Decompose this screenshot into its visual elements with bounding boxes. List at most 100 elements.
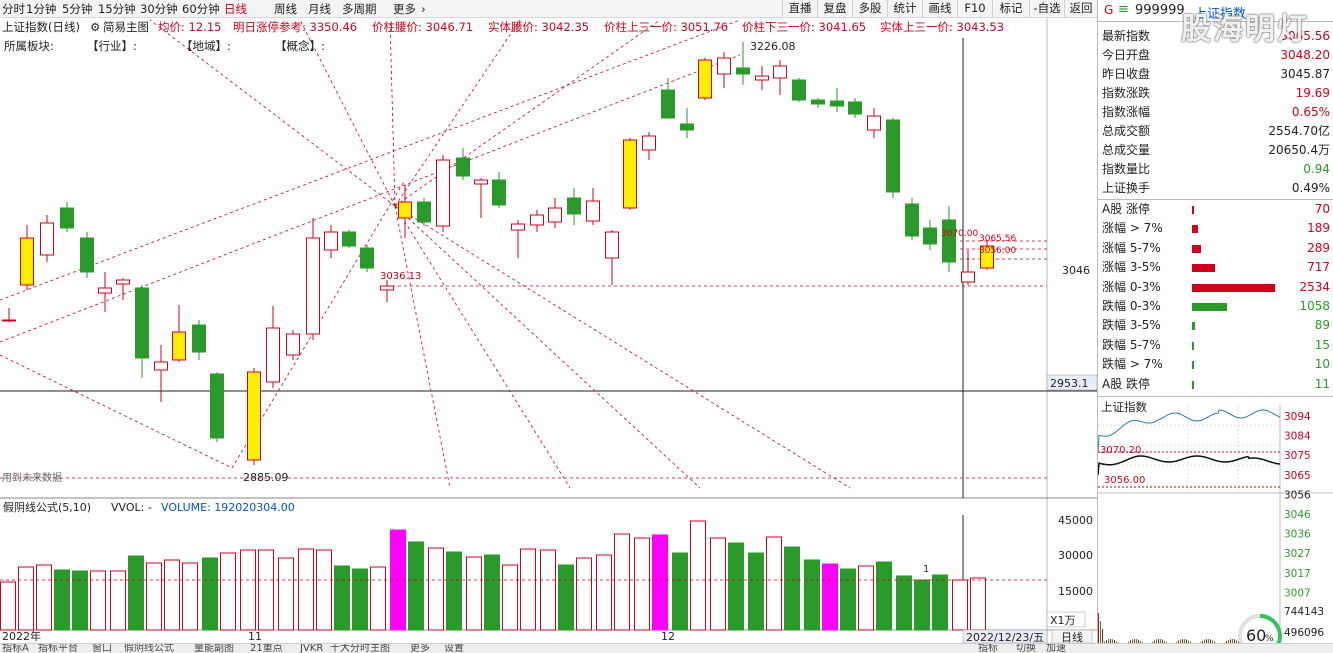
volume-bar (36, 564, 52, 631)
volume-bars (0, 520, 986, 631)
volume-bar (748, 552, 764, 631)
breadth-label: A股 涨停 (1102, 202, 1151, 216)
kline-chart[interactable]: 3226.08 2885.09 3036.13 3070.00 3065.56 … (0, 0, 1097, 653)
volume-bar (840, 568, 856, 631)
toolbar-button-1[interactable]: 复盘 (817, 0, 852, 18)
candle-body (867, 115, 881, 131)
breadth-row: A股 跌停 11 (1098, 375, 1333, 394)
stat-label: 昨日收盘 (1102, 67, 1151, 81)
bottom-tab-0[interactable]: 指标A (2, 643, 29, 653)
breadth-value: 289 (1307, 240, 1330, 255)
volume-bar (728, 542, 744, 631)
toolbar-button-2[interactable]: 多股 (852, 0, 887, 18)
toolbar-button-5[interactable]: F10 (957, 0, 992, 18)
breadth-label: 跌幅 5-7% (1102, 337, 1161, 352)
period-button[interactable]: 日线 (1061, 630, 1083, 644)
period-month-tab[interactable]: 月线 (308, 2, 331, 16)
concept-label[interactable]: 【概念】: (275, 39, 325, 53)
period-60min-tab[interactable]: 60分钟 (182, 2, 220, 16)
bottom-tab-bar: 指标A 指标平台 窗口 假阴线公式 量能副图 21重点 JVKR 十大分时主图 更多 设置 指标 切换… (0, 643, 1333, 653)
volume-bar (858, 565, 874, 631)
volume-bar (558, 564, 574, 631)
gear-icon[interactable]: ⚙ (90, 20, 101, 34)
stat-label: 指数量比 (1102, 162, 1151, 176)
breadth-label: 涨幅 5-7% (1102, 240, 1161, 255)
period-5min-tab[interactable]: 5分钟 (62, 2, 93, 16)
volume-bar (316, 549, 332, 631)
volume-bar (596, 554, 612, 631)
industry-label[interactable]: 【行业】: (87, 39, 137, 53)
menu-icon[interactable]: ≡ (1118, 2, 1129, 17)
period-multi-tab[interactable]: 多周期 (342, 2, 377, 16)
code-prefix: G (1104, 3, 1114, 17)
candle-body (905, 203, 919, 237)
volume-bar (90, 570, 106, 631)
mini-axis-label: 3056 (1284, 489, 1311, 501)
stat-value: 3048.20 (1280, 48, 1330, 62)
volume-bar (128, 555, 144, 631)
breadth-label: A股 跌停 (1102, 376, 1151, 391)
volume-title: 假阴线公式(5,10) (3, 500, 91, 514)
future-data-label: 用到未来数据 (2, 471, 62, 484)
index-name: 上证指数(日线) (2, 20, 80, 34)
bottom-tab-3[interactable]: 假阴线公式 (124, 643, 174, 653)
breadth-label: 跌幅 > 7% (1102, 357, 1163, 372)
bottom-tab-8[interactable]: 更多 (410, 643, 430, 653)
volume-bar (784, 546, 800, 631)
mid-price-label: 3036.13 (380, 271, 421, 282)
toolbar-button-4[interactable]: 画线 (922, 0, 957, 18)
bottom-right-tab-0[interactable]: 指标 (978, 643, 998, 653)
mini-avg-line (1098, 455, 1280, 476)
bottom-tab-9[interactable]: 设置 (444, 643, 464, 653)
period-week-tab[interactable]: 周线 (274, 2, 297, 16)
bottom-right-tab-1[interactable]: 切换 (1016, 643, 1036, 653)
period-min-tab[interactable]: 分时 (2, 2, 25, 16)
volume-bar (446, 551, 462, 631)
candle-body (172, 331, 186, 361)
bottom-tab-7[interactable]: 十大分时主图 (330, 643, 390, 653)
bottom-tab-4[interactable]: 量能副图 (194, 643, 234, 653)
candle-body (342, 231, 356, 247)
body-waist-price: 价柱腰价: 3046.71 (372, 20, 474, 34)
period-more-tab[interactable]: 更多 (393, 2, 416, 16)
candle-body (642, 135, 656, 151)
period-day-tab[interactable]: 日线 (224, 2, 247, 16)
region-label[interactable]: 【地域】: (181, 39, 231, 53)
volume-bar (182, 562, 198, 631)
chevron-right-icon[interactable]: › (421, 2, 426, 16)
mini-chart-title: 上证指数 (1101, 400, 1147, 414)
candle-body (848, 101, 862, 115)
bottom-tab-1[interactable]: 指标平台 (38, 643, 78, 653)
current-date: 2022/12/23/五 (966, 631, 1044, 644)
mini-intraday-chart[interactable]: 3070.20 3056.00 3094 3084 3075 3065 3056 3046 30… (1098, 405, 1333, 653)
candle-body (210, 373, 224, 439)
toolbar-button-7[interactable]: -自选 (1029, 0, 1064, 18)
bottom-tab-2[interactable]: 窗口 (92, 643, 112, 653)
period-1min-tab[interactable]: 1分钟 (26, 2, 57, 16)
toolbar-button-8[interactable]: 返回 (1064, 0, 1097, 18)
mini-axis-label: 3007 (1284, 587, 1311, 599)
breadth-value: 15 (1314, 337, 1330, 352)
breadth-row: 跌幅 5-7% 15 (1098, 336, 1333, 355)
mini-label-bottom: 3056.00 (1104, 475, 1145, 486)
breadth-label: 涨幅 3-5% (1102, 260, 1161, 275)
bottom-right-tab-2[interactable]: 加速 (1046, 643, 1066, 653)
bottom-tab-6[interactable]: JVKR (300, 643, 324, 653)
toolbar-button-3[interactable]: 统计 (887, 0, 922, 18)
candle-body (830, 100, 844, 107)
bottom-tab-5[interactable]: 21重点 (250, 643, 283, 653)
mini-axis-label: 3027 (1284, 548, 1311, 560)
toolbar-button-0[interactable]: 直播 (782, 0, 817, 18)
main-chart-selector[interactable]: 简易主图 (103, 20, 149, 34)
breadth-row: 跌幅 > 7% 10 (1098, 355, 1333, 374)
volume-bar (932, 574, 948, 631)
volume-bar (54, 569, 70, 631)
period-15min-tab[interactable]: 15分钟 (98, 2, 136, 16)
volume-bar (240, 549, 256, 631)
stat-row: 指数量比 0.94 (1098, 160, 1333, 179)
toolbar-button-6[interactable]: 标记 (992, 0, 1029, 18)
period-30min-tab[interactable]: 30分钟 (140, 2, 178, 16)
candle-body (398, 201, 412, 219)
upper-third-price: 价柱上三一价: 3051.76 (604, 20, 729, 34)
breadth-value: 189 (1307, 221, 1330, 236)
